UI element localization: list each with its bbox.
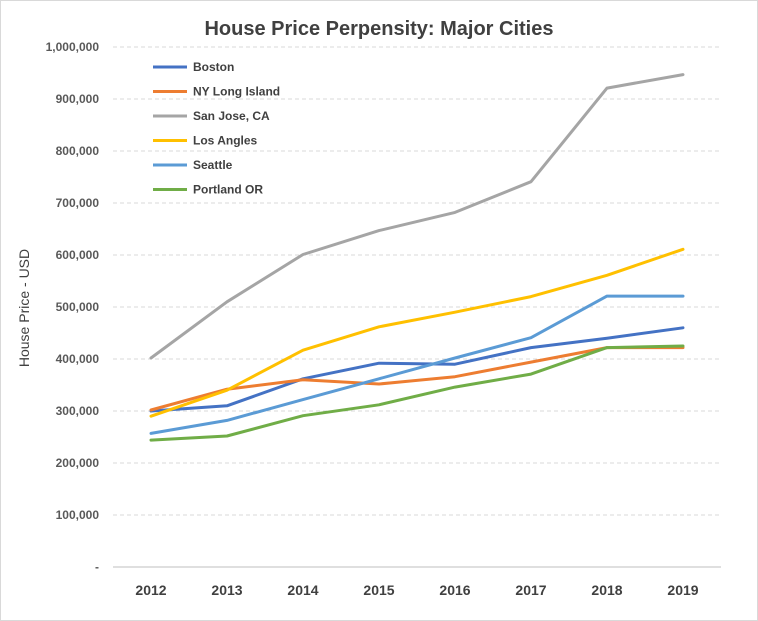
x-tick-label: 2012 [135, 582, 166, 598]
series-lines [149, 73, 685, 442]
legend-label-ny-long-island: NY Long Island [193, 85, 280, 99]
y-tick-label: 1,000,000 [46, 40, 100, 54]
x-tick-label: 2018 [591, 582, 622, 598]
y-tick-label: 200,000 [56, 456, 100, 470]
series-line-los-angles [149, 247, 685, 418]
series-line-ny-long-island [149, 346, 685, 412]
legend-label-los-angles: Los Angles [193, 134, 258, 148]
x-axis-ticks: 2012 2013 2014 2015 2016 2017 2018 2019 [135, 582, 698, 598]
legend-label-portland-or: Portland OR [193, 183, 263, 197]
gridlines [113, 46, 721, 568]
legend-label-san-jose-ca: San Jose, CA [193, 109, 270, 123]
y-tick-label: 400,000 [56, 352, 100, 366]
x-tick-label: 2017 [515, 582, 546, 598]
y-tick-label: 800,000 [56, 144, 100, 158]
y-tick-label: 600,000 [56, 248, 100, 262]
y-axis-label: House Price - USD [16, 249, 32, 367]
y-tick-label: 100,000 [56, 508, 100, 522]
series-line-seattle [149, 294, 685, 435]
legend-label-boston: Boston [193, 60, 234, 74]
series-line-portland-or [149, 344, 685, 442]
y-tick-label: 300,000 [56, 404, 100, 418]
x-tick-label: 2016 [439, 582, 470, 598]
x-tick-label: 2014 [287, 582, 318, 598]
x-tick-label: 2013 [211, 582, 242, 598]
chart-title: House Price Perpensity: Major Cities [204, 18, 553, 40]
x-tick-label: 2019 [667, 582, 698, 598]
legend: Boston NY Long Island San Jose, CA Los Angl… [153, 60, 280, 197]
legend-label-seattle: Seattle [193, 158, 233, 172]
y-tick-label: - [95, 560, 99, 574]
y-axis-ticks: - 100,000 200,000 300,000 400,000 500,000 600,… [46, 40, 100, 574]
y-tick-label: 500,000 [56, 300, 100, 314]
y-tick-label: 700,000 [56, 196, 100, 210]
series-line-boston [149, 326, 685, 413]
series-line-san-jose-ca [149, 73, 685, 360]
y-tick-label: 900,000 [56, 92, 100, 106]
x-tick-label: 2015 [363, 582, 394, 598]
